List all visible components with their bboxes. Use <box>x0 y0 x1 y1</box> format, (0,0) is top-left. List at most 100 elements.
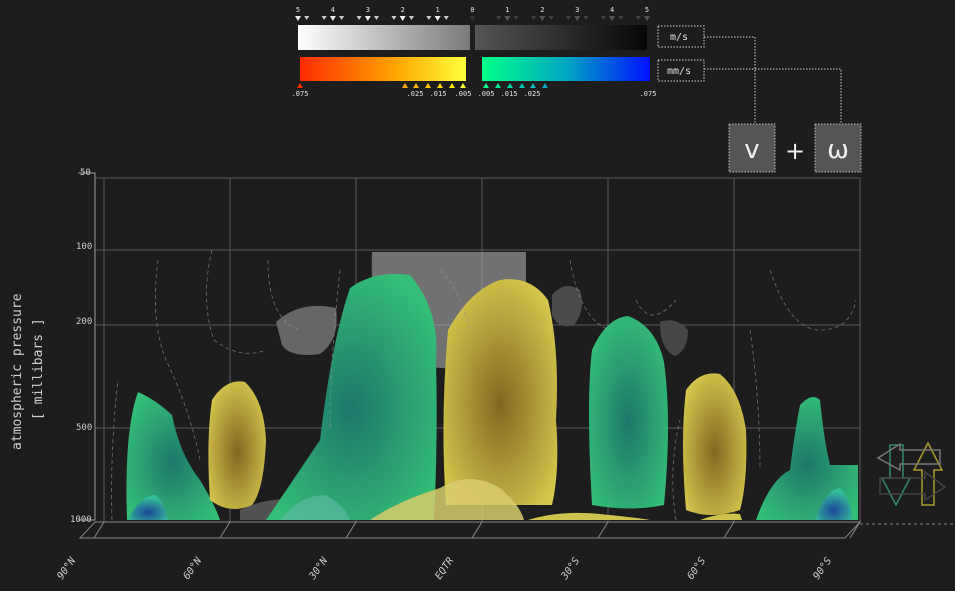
color-unit-box <box>657 59 705 82</box>
gray-tick-mark <box>399 16 406 21</box>
x-tick-label: 90°N <box>55 555 78 582</box>
x-tick-label: 30°N <box>307 555 331 583</box>
cool-tick-mark <box>542 83 548 88</box>
y-tick-50: 50 <box>80 168 91 178</box>
gray-tick-label: 2 <box>401 6 405 14</box>
x-tick-line <box>345 521 357 539</box>
warm-tick-mark <box>425 83 431 88</box>
omega-box <box>814 123 862 173</box>
y-tick-100: 100 <box>76 242 92 252</box>
gray-tick-label: 4 <box>610 6 614 14</box>
green-field-4 <box>756 396 858 520</box>
warm-tick-mark <box>413 83 419 88</box>
color-tick-label-right: .025 <box>524 90 541 98</box>
warm-tick-mark <box>402 83 408 88</box>
gray-scale-dark <box>475 25 647 50</box>
cool-tick-mark <box>519 83 525 88</box>
gray-subtick-mark <box>496 16 502 20</box>
warm-tick-mark <box>297 83 303 88</box>
gray-scale-light <box>298 25 470 50</box>
x-tick-line <box>597 521 609 539</box>
y-axis-title: atmospheric pressure <box>10 293 25 450</box>
gray-tick-mark <box>644 16 650 21</box>
x-tick-label: 90°S <box>811 556 834 582</box>
gray-tick-mark <box>539 16 546 21</box>
yellow-field-3 <box>683 373 747 515</box>
gray-tick-label: 5 <box>296 6 300 14</box>
x-tick-line <box>723 521 735 539</box>
gray-subtick-mark <box>635 16 641 20</box>
color-tick-label-right: .075 <box>640 90 657 98</box>
warm-tick-mark <box>437 83 443 88</box>
connector-omega <box>704 68 842 124</box>
v-box <box>728 123 776 173</box>
color-scale-ticks: .075 .025 .015 .005 .005 .015 .025 .075 <box>292 83 657 98</box>
gray-tick-mark <box>609 16 616 21</box>
x-tick-label: 30°S <box>559 556 582 583</box>
gray-field-3 <box>552 286 582 327</box>
gray-subtick-mark <box>565 16 571 20</box>
gray-subtick-mark <box>426 16 432 20</box>
blue-field-2 <box>815 488 852 520</box>
color-tick-label-right: .005 <box>478 90 495 98</box>
gray-tick-mark <box>504 16 511 21</box>
chart-floor <box>78 521 862 539</box>
x-tick-line <box>219 521 231 539</box>
plus-label: + <box>785 137 805 165</box>
gray-subtick-mark <box>391 16 397 20</box>
gray-subtick-mark <box>356 16 362 20</box>
x-tick-label: 60°S <box>685 556 708 582</box>
gray-subtick-mark <box>548 16 554 20</box>
warm-scale <box>300 57 466 81</box>
gray-tick-mark <box>469 16 476 21</box>
gray-subtick-mark <box>513 16 519 20</box>
color-unit-label: mm/s <box>667 66 691 77</box>
gray-tick-label: 1 <box>505 6 509 14</box>
gray-tick-label: 1 <box>435 6 439 14</box>
gray-field-4 <box>660 320 688 356</box>
gray-subtick-mark <box>600 16 606 20</box>
yellow-field-6 <box>700 513 742 520</box>
contour-fields <box>111 249 858 521</box>
gray-unit-label: m/s <box>670 32 688 43</box>
green-field-1 <box>126 392 220 520</box>
gray-tick-mark <box>434 16 441 21</box>
gray-tick-label: 4 <box>331 6 335 14</box>
gray-subtick-mark <box>321 16 327 20</box>
gray-subtick-mark <box>339 16 345 20</box>
x-tick-line <box>93 521 105 539</box>
connector-v <box>704 36 756 124</box>
omega-label: ω <box>827 135 849 165</box>
y-axis-line <box>78 172 96 521</box>
gray-tick-label: 2 <box>540 6 544 14</box>
yellow-field-4 <box>370 479 524 520</box>
gray-tick-mark <box>329 16 336 21</box>
x-tick-lines <box>93 521 861 539</box>
gray-tick-label: 3 <box>366 6 370 14</box>
x-tick-label: EQTR <box>433 556 456 582</box>
gray-tick-label: 3 <box>575 6 579 14</box>
gray-tick-mark <box>364 16 371 21</box>
green-field-3 <box>589 316 668 509</box>
gray-subtick-mark <box>374 16 379 20</box>
gray-unit-box <box>657 25 705 48</box>
teal-field-lower <box>280 495 350 520</box>
yellow-field-5 <box>528 512 650 520</box>
gray-subtick-mark <box>408 16 414 20</box>
legend: 5 4 3 2 1 0 1 2 3 4 5 .075 .025 .015 .005 .005 .015 .025… <box>292 6 862 173</box>
y-tick-500: 500 <box>76 423 92 433</box>
x-tick-labels: 90°N 60°N 30°N EQTR 30°S 60°S 90°S <box>55 555 834 583</box>
y-tick-1000: 1000 <box>70 515 92 525</box>
x-tick-label: 60°N <box>181 555 204 582</box>
gray-subtick-mark <box>583 16 589 20</box>
y-axis-units: [ millibars ] <box>31 318 46 420</box>
green-field-2 <box>266 273 437 520</box>
y-tick-200: 200 <box>76 317 92 327</box>
gray-tick-label: 5 <box>645 6 649 14</box>
contour-lines <box>111 249 857 521</box>
direction-arrows-icon <box>876 441 947 507</box>
color-tick-label-left: .075 <box>292 90 309 98</box>
gray-subtick-mark <box>443 16 449 20</box>
color-tick-label-left: .015 <box>430 90 447 98</box>
cool-scale <box>482 57 650 81</box>
